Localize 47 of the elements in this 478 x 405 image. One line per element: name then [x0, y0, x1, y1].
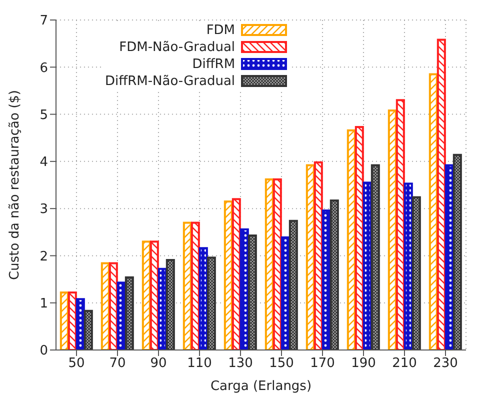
- bar: [288, 220, 298, 350]
- y-axis-title: Custo da não restauração ($): [8, 90, 23, 280]
- x-tick-label: 110: [187, 356, 212, 372]
- x-tick-label: 50: [68, 356, 85, 372]
- y-tick-label: 2: [40, 249, 48, 264]
- y-tick-label: 4: [40, 155, 48, 170]
- y-tick-label: 3: [40, 202, 48, 218]
- x-tick-label: 150: [269, 356, 294, 372]
- y-tick-label: 1: [40, 296, 48, 312]
- bar: [272, 178, 282, 350]
- bar: [396, 99, 405, 350]
- x-tick-label: 190: [351, 356, 376, 372]
- x-tick-label: 130: [228, 356, 253, 372]
- y-tick-label: 5: [40, 108, 48, 123]
- y-tick-label: 6: [40, 60, 48, 76]
- bar: [84, 310, 93, 350]
- x-tick-label: 70: [109, 356, 126, 372]
- bar: [124, 276, 134, 350]
- bar: [314, 161, 323, 350]
- legend-label: FDM-Não-Gradual: [119, 39, 236, 56]
- bar: [76, 298, 85, 350]
- legend-label: FDM: [206, 22, 236, 39]
- bar: [404, 182, 413, 350]
- bar: [232, 198, 241, 350]
- bar: [436, 38, 446, 350]
- bar: [354, 126, 364, 350]
- bar: [412, 196, 421, 350]
- y-tick-label: 0: [40, 344, 48, 359]
- bar: [452, 154, 462, 350]
- bar: [370, 164, 380, 350]
- x-tick-label: 90: [150, 356, 167, 372]
- legend-label: DiffRM: [192, 56, 236, 73]
- x-tick-label: 170: [310, 356, 335, 372]
- bar: [68, 291, 77, 350]
- y-tick-label: 7: [40, 14, 48, 29]
- x-tick-label: 210: [392, 356, 417, 372]
- bar: [166, 258, 175, 350]
- bar: [190, 222, 200, 350]
- bar: [206, 256, 216, 350]
- bar: [150, 240, 159, 350]
- bar: [248, 234, 257, 350]
- bar: [330, 200, 339, 350]
- bar: [198, 247, 208, 350]
- x-tick-label: 230: [433, 356, 458, 372]
- x-axis-title: Carga (Erlangs): [210, 379, 312, 394]
- bar: [108, 262, 118, 350]
- legend-label: DiffRM-Não-Gradual: [105, 73, 236, 90]
